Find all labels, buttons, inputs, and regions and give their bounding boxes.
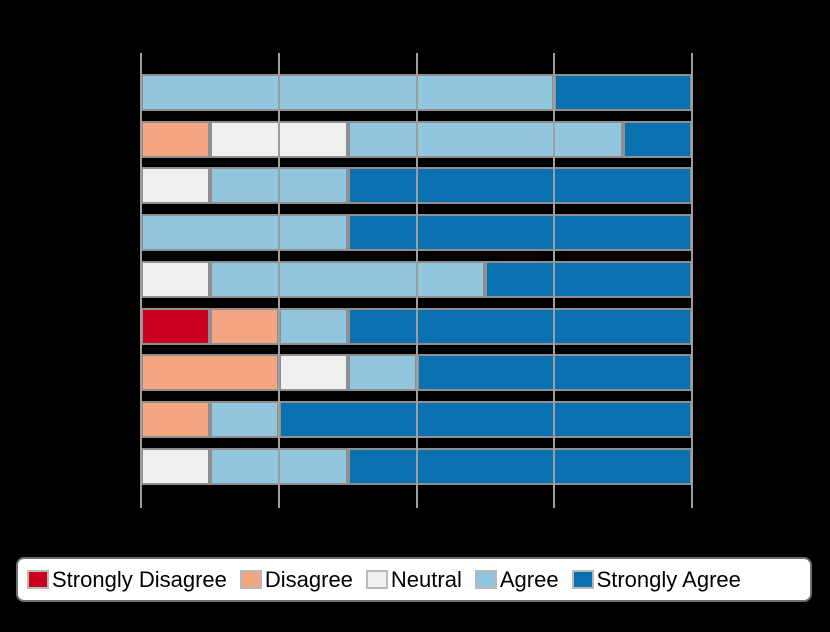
legend-item-disagree[interactable]: Disagree (239, 566, 353, 592)
bar-segment-row8-strongly-agree[interactable] (278, 401, 692, 438)
legend-label: Strongly Agree (596, 566, 741, 592)
bar-row-4 (141, 214, 692, 251)
legend-item-agree[interactable]: Agree (474, 566, 559, 592)
bar-segment-row6-agree[interactable] (278, 308, 348, 345)
legend-item-strongly-disagree[interactable]: Strongly Disagree (27, 566, 227, 592)
bar-row-2 (141, 121, 692, 158)
bar-segment-row6-strongly-agree[interactable] (347, 308, 692, 345)
bar-segment-row7-neutral[interactable] (278, 354, 348, 391)
bar-segment-row5-neutral[interactable] (141, 261, 210, 298)
bar-segment-row9-strongly-agree[interactable] (347, 448, 692, 485)
bar-row-5 (141, 261, 692, 298)
bar-segment-row2-strongly-agree[interactable] (623, 121, 692, 158)
bar-segment-row1-strongly-agree[interactable] (554, 74, 692, 111)
bar-segment-row4-strongly-agree[interactable] (347, 214, 692, 251)
x-gridline-0 (140, 53, 142, 508)
bar-segment-row5-strongly-agree[interactable] (485, 261, 692, 298)
bar-segment-row5-agree[interactable] (209, 261, 486, 298)
bar-segment-row3-neutral[interactable] (141, 167, 210, 204)
x-gridline-50 (415, 53, 418, 508)
bar-segment-row7-disagree[interactable] (141, 354, 279, 391)
bar-row-9 (141, 448, 692, 485)
bar-segment-row6-strongly-disagree[interactable] (141, 308, 210, 345)
bar-segment-row7-agree[interactable] (347, 354, 417, 391)
legend-swatch-icon (474, 570, 497, 589)
bar-row-6 (141, 308, 692, 345)
bar-segment-row3-strongly-agree[interactable] (347, 167, 692, 204)
bar-segment-row8-disagree[interactable] (141, 401, 210, 438)
legend-label: Disagree (264, 566, 353, 592)
legend-swatch-icon (27, 570, 49, 589)
bar-segment-row6-disagree[interactable] (209, 308, 279, 345)
legend-swatch-icon (365, 570, 388, 589)
bar-row-3 (141, 167, 692, 204)
legend-label: Neutral (390, 566, 462, 592)
bar-row-1 (141, 74, 692, 111)
legend-label: Strongly Disagree (52, 566, 227, 592)
legend-item-neutral[interactable]: Neutral (365, 566, 462, 592)
x-gridline-75 (553, 53, 556, 508)
legend-swatch-icon (571, 570, 594, 589)
x-gridline-25 (277, 53, 280, 508)
bar-segment-row2-disagree[interactable] (141, 121, 210, 158)
bar-row-8 (141, 401, 692, 438)
bar-segment-row4-agree[interactable] (141, 214, 348, 251)
legend-swatch-icon (239, 570, 262, 589)
legend-label: Agree (499, 566, 559, 592)
bar-segment-row2-agree[interactable] (347, 121, 624, 158)
bar-segment-row9-neutral[interactable] (141, 448, 210, 485)
legend: Strongly Disagree Disagree Neutral Agree Str… (16, 557, 812, 602)
bar-segment-row8-agree[interactable] (209, 401, 279, 438)
x-gridline-100 (691, 53, 694, 508)
bar-segment-row1-agree[interactable] (141, 74, 555, 111)
legend-item-strongly-agree[interactable]: Strongly Agree (571, 566, 741, 592)
